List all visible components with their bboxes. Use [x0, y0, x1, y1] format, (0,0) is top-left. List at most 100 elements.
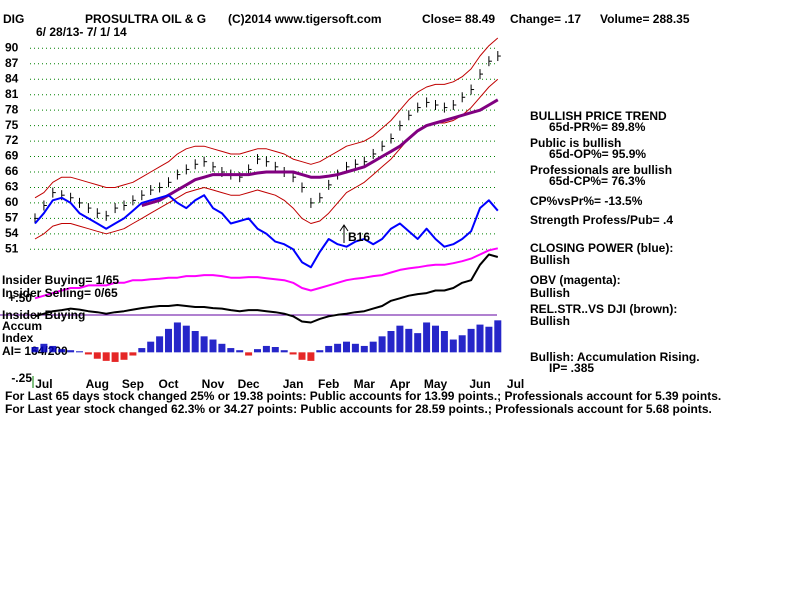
series-line [34, 194, 499, 269]
accum-bar [49, 345, 57, 353]
accum-bar [343, 341, 350, 353]
y-tick-label: 90 [5, 40, 19, 54]
price-bar [141, 190, 145, 201]
accum-bar [156, 336, 164, 353]
price-bar [381, 141, 386, 152]
accum-bar [271, 347, 279, 353]
accum-bar [40, 343, 48, 353]
price-bar [79, 197, 83, 208]
y-tick-label: 66 [5, 164, 19, 178]
insider-note: Insider Buying= 1/65 [2, 273, 119, 287]
price-bar [168, 177, 172, 188]
price-bar [319, 192, 323, 203]
y-tick-label: 78 [5, 102, 19, 116]
x-tick-label: Oct [158, 377, 178, 391]
indicator-note: OBV (magenta): [530, 273, 621, 287]
indicator-note: 65d-CP%= 76.3% [549, 174, 646, 188]
accum-bar [262, 345, 270, 353]
indicator-note: Bullish [530, 286, 570, 300]
x-tick-label: May [424, 377, 448, 391]
close: Close= 88.49 [422, 12, 495, 26]
footer-note: For Last year stock changed 62.3% or 34.… [5, 402, 712, 416]
price-bar [212, 161, 216, 172]
accum-bar [360, 345, 368, 353]
price-bar [150, 185, 154, 196]
accum-bar [31, 347, 39, 353]
indicator-note: IP= .385 [549, 361, 594, 375]
accum-bar [173, 322, 181, 353]
price-bar [390, 133, 394, 144]
indicator-note: Bullish: Accumulation Rising. [530, 350, 700, 364]
y-tick-label: 72 [5, 133, 19, 147]
accum-bar [334, 343, 342, 353]
price-bar [301, 182, 305, 193]
indicator-note: Professionals are bullish [530, 163, 672, 177]
price-bar [470, 84, 475, 95]
accum-bar [218, 343, 226, 353]
accum-bar [369, 341, 377, 353]
accum-bar [236, 350, 244, 353]
price-bar [426, 97, 430, 108]
accum-bar [423, 322, 431, 353]
accum-bar [254, 349, 261, 353]
price-bar [159, 182, 163, 193]
change: Change= .17 [510, 12, 581, 26]
price-bar [43, 200, 47, 211]
series-line [34, 253, 499, 324]
y-tick-label: 54 [5, 226, 19, 240]
indicator-note: Strength Profess/Pub= .4 [530, 213, 673, 227]
accum-bar [67, 350, 75, 353]
accum-bar [84, 352, 92, 355]
y-tick-label: 60 [5, 195, 19, 209]
price-bar [408, 110, 412, 121]
insider-note: Insider Buying [2, 308, 85, 322]
indicator-note: Bullish [530, 253, 570, 267]
indicator-note: 65d-OP%= 95.9% [549, 147, 646, 161]
indicator-note: Bullish [530, 314, 570, 328]
price-bar [257, 154, 261, 165]
accum-bar [414, 333, 422, 353]
y-tick-label: 84 [5, 71, 19, 85]
y-tick-label: 81 [5, 87, 19, 101]
insider-note: Insider Selling= 0/65 [2, 286, 118, 300]
price-bar [488, 56, 492, 67]
price-bar [248, 164, 252, 175]
accum-bar [111, 352, 119, 362]
series-line [141, 98, 499, 207]
accum-bar [289, 352, 297, 355]
price-bar [34, 213, 38, 224]
accum-bar [200, 336, 208, 353]
insider-note: Accum [2, 319, 42, 333]
y-tick-label: 69 [5, 149, 19, 163]
chart-title: PROSULTRA OIL & G [85, 12, 206, 26]
symbol: DIG [3, 12, 24, 26]
price-bar [123, 200, 127, 211]
price-bar [105, 210, 110, 221]
indicator-note: REL.STR..VS DJI (brown): [530, 302, 677, 316]
accum-bar [191, 331, 199, 353]
accum-bar [58, 349, 66, 353]
accum-bar [387, 331, 395, 353]
price-bar [479, 69, 483, 80]
indicator-note: 65d-PR%= 89.8% [549, 120, 646, 134]
accum-bar [298, 352, 306, 360]
y-tick-label: 63 [5, 180, 19, 194]
accum-bar [76, 351, 83, 353]
accum-bar [405, 328, 413, 353]
price-bar [194, 159, 199, 170]
accum-bar [120, 352, 128, 360]
accum-bar [182, 325, 190, 353]
accum-bar [485, 326, 493, 353]
y-tick-label: 75 [5, 118, 19, 132]
x-tick-label: Sep [122, 377, 144, 391]
price-bar [52, 187, 56, 198]
accum-bar [476, 324, 484, 353]
x-tick-label: Apr [390, 377, 411, 391]
accum-bar [458, 335, 466, 353]
price-bar [203, 156, 208, 167]
series-line [34, 37, 499, 199]
annotation-arrowhead [339, 224, 349, 232]
x-tick-label: Mar [354, 377, 376, 391]
indicator-note: CP%vsPr%= -13.5% [530, 194, 643, 208]
